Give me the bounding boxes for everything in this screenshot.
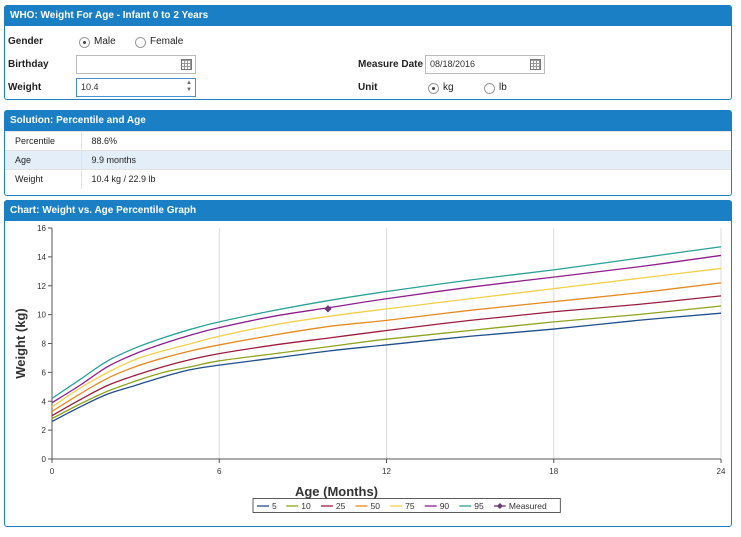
table-row: Age 9.9 months <box>5 150 731 170</box>
legend-label-measured: Measured <box>509 501 547 511</box>
series-line-p5 <box>51 312 722 423</box>
legend-label-10: 10 <box>301 501 311 511</box>
solution-panel: Solution: Percentile and Age Percentile … <box>4 110 732 196</box>
gender-male-option[interactable]: Male <box>79 33 116 51</box>
input-panel: WHO: Weight For Age - Infant 0 to 2 Year… <box>4 5 732 100</box>
legend-label-25: 25 <box>336 501 346 511</box>
age-value: 9.9 months <box>81 150 731 170</box>
birthday-input[interactable] <box>76 55 196 74</box>
weight-input-value: 10.4 <box>81 82 99 92</box>
weight-key: Weight <box>5 169 82 189</box>
number-spinner-icon[interactable]: ▲ ▼ <box>186 80 192 93</box>
series-line-p25 <box>51 295 722 417</box>
y-axis-title: Weight (kg) <box>13 308 28 379</box>
measure-date-label: Measure Date <box>358 59 424 70</box>
input-panel-title: WHO: Weight For Age - Infant 0 to 2 Year… <box>5 6 731 26</box>
series-line-p50 <box>51 282 722 412</box>
legend-label-50: 50 <box>371 501 381 511</box>
series-line-p75 <box>51 267 722 408</box>
calendar-icon[interactable] <box>181 59 192 70</box>
radio-unselected-icon[interactable] <box>484 82 495 94</box>
legend-label-90: 90 <box>440 501 450 511</box>
age-key: Age <box>5 150 82 170</box>
birthday-label: Birthday <box>8 59 49 70</box>
x-tick-label: 24 <box>717 467 726 476</box>
unit-kg-option[interactable]: kg <box>428 79 454 97</box>
gender-label: Gender <box>8 36 44 47</box>
x-axis-title: Age (Months) <box>295 484 378 499</box>
percentile-key: Percentile <box>5 131 82 151</box>
legend-box <box>252 498 561 513</box>
x-tick-label: 12 <box>382 467 391 476</box>
weight-label: Weight <box>8 82 42 93</box>
y-tick-label: 14 <box>37 253 46 262</box>
y-tick-label: 6 <box>42 368 47 377</box>
solution-panel-title: Solution: Percentile and Age <box>5 111 731 131</box>
radio-unselected-icon[interactable] <box>135 36 146 48</box>
measured-point <box>324 305 332 313</box>
unit-kg-label: kg <box>443 82 454 93</box>
y-tick-label: 16 <box>37 224 46 233</box>
x-tick-label: 18 <box>549 467 558 476</box>
x-tick-label: 6 <box>217 467 222 476</box>
y-tick-label: 8 <box>42 340 47 349</box>
weight-value: 10.4 kg / 22.9 lb <box>81 169 731 189</box>
calendar-icon[interactable] <box>530 59 541 70</box>
unit-label: Unit <box>358 82 378 93</box>
measure-date-input[interactable]: 08/18/2016 <box>425 55 545 74</box>
legend-label-5: 5 <box>272 501 277 511</box>
weight-input[interactable]: 10.4 ▲ ▼ <box>76 78 196 97</box>
y-tick-label: 12 <box>37 282 46 291</box>
legend-label-75: 75 <box>405 501 415 511</box>
solution-table: Percentile 88.6% Age 9.9 months Weight 1… <box>5 131 731 189</box>
y-tick-label: 2 <box>42 426 47 435</box>
legend-label-95: 95 <box>474 501 484 511</box>
unit-lb-label: lb <box>499 82 507 93</box>
gender-female-option[interactable]: Female <box>135 33 183 51</box>
gender-female-label: Female <box>150 36 184 47</box>
series-line-p90 <box>51 254 722 404</box>
chart-panel-title: Chart: Weight vs. Age Percentile Graph <box>5 201 731 221</box>
y-tick-label: 0 <box>42 455 47 464</box>
unit-lb-option[interactable]: lb <box>484 79 507 97</box>
percentile-value: 88.6% <box>81 131 731 151</box>
y-tick-label: 4 <box>42 397 47 406</box>
legend-marker-measured <box>496 503 503 509</box>
radio-selected-icon[interactable] <box>428 82 439 94</box>
gender-male-label: Male <box>94 36 116 47</box>
measure-date-value: 08/18/2016 <box>430 59 476 69</box>
x-tick-label: 0 <box>50 467 55 476</box>
table-row: Percentile 88.6% <box>5 131 731 151</box>
series-line-p10 <box>51 305 722 420</box>
table-row: Weight 10.4 kg / 22.9 lb <box>5 169 731 189</box>
chart-panel: Chart: Weight vs. Age Percentile Graph 0… <box>4 200 732 527</box>
y-tick-label: 10 <box>37 311 46 320</box>
series-line-p95 <box>51 246 722 399</box>
radio-selected-icon[interactable] <box>79 36 90 48</box>
